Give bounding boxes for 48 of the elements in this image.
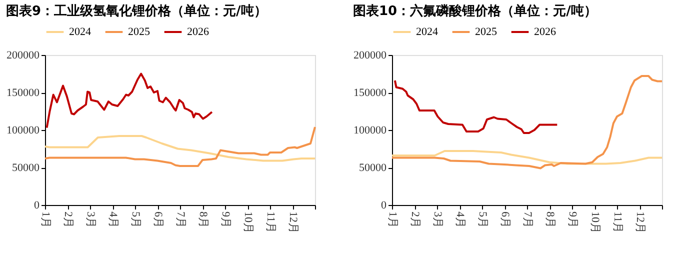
x-tick-label: 11月 xyxy=(612,212,624,234)
y-tick-label: 0 xyxy=(381,200,387,212)
y-tick-label: 150000 xyxy=(6,87,40,99)
x-tick-label: 9月 xyxy=(566,212,578,228)
line-series xyxy=(394,80,558,134)
line-series xyxy=(391,75,663,170)
x-tick-label: 1月 xyxy=(40,212,52,228)
line-series xyxy=(46,72,213,129)
y-tick-label: 100000 xyxy=(6,124,40,136)
x-tick-label: 3月 xyxy=(432,212,444,228)
x-tick-label: 4月 xyxy=(107,212,119,228)
chart-title: 图表9：工业级氢氧化锂价格（单位：元/吨） xyxy=(6,3,267,19)
x-tick-label: 7月 xyxy=(174,212,186,228)
y-tick-label: 50000 xyxy=(12,162,40,174)
y-tick-label: 50000 xyxy=(359,162,387,174)
legend-label: 2026 xyxy=(534,26,556,38)
x-tick-label: 12月 xyxy=(287,212,299,234)
x-tick-label: 10月 xyxy=(589,212,601,234)
x-tick-label: 2月 xyxy=(409,212,421,228)
legend-label: 2024 xyxy=(69,26,92,38)
x-tick-label: 11月 xyxy=(264,212,276,234)
x-tick-label: 10月 xyxy=(242,212,254,234)
x-tick-label: 5月 xyxy=(130,212,142,228)
x-tick-label: 8月 xyxy=(544,212,556,228)
y-tick-label: 150000 xyxy=(354,87,387,99)
y-tick-label: 200000 xyxy=(354,50,387,62)
legend-label: 2025 xyxy=(128,26,150,38)
legend-label: 2025 xyxy=(475,26,498,38)
line-series xyxy=(44,126,316,167)
x-tick-label: 2月 xyxy=(62,212,74,228)
x-tick-label: 7月 xyxy=(522,212,534,228)
x-tick-label: 9月 xyxy=(220,212,232,228)
x-tick-label: 8月 xyxy=(197,212,209,228)
x-tick-label: 12月 xyxy=(634,212,646,234)
x-tick-label: 6月 xyxy=(152,212,164,228)
x-tick-label: 1月 xyxy=(386,212,398,228)
y-tick-label: 100000 xyxy=(354,124,387,136)
chart-title: 图表10：六氟磷酸锂价格（单位：元/吨） xyxy=(353,3,597,19)
line-series xyxy=(391,150,663,165)
x-tick-label: 3月 xyxy=(84,212,96,228)
x-tick-label: 6月 xyxy=(499,212,511,228)
y-tick-label: 0 xyxy=(34,200,40,212)
legend-label: 2024 xyxy=(416,26,438,38)
x-tick-label: 4月 xyxy=(454,212,466,228)
x-tick-label: 5月 xyxy=(476,212,488,228)
legend-label: 2026 xyxy=(187,26,210,38)
y-tick-label: 200000 xyxy=(6,50,40,62)
line-series xyxy=(44,135,316,162)
